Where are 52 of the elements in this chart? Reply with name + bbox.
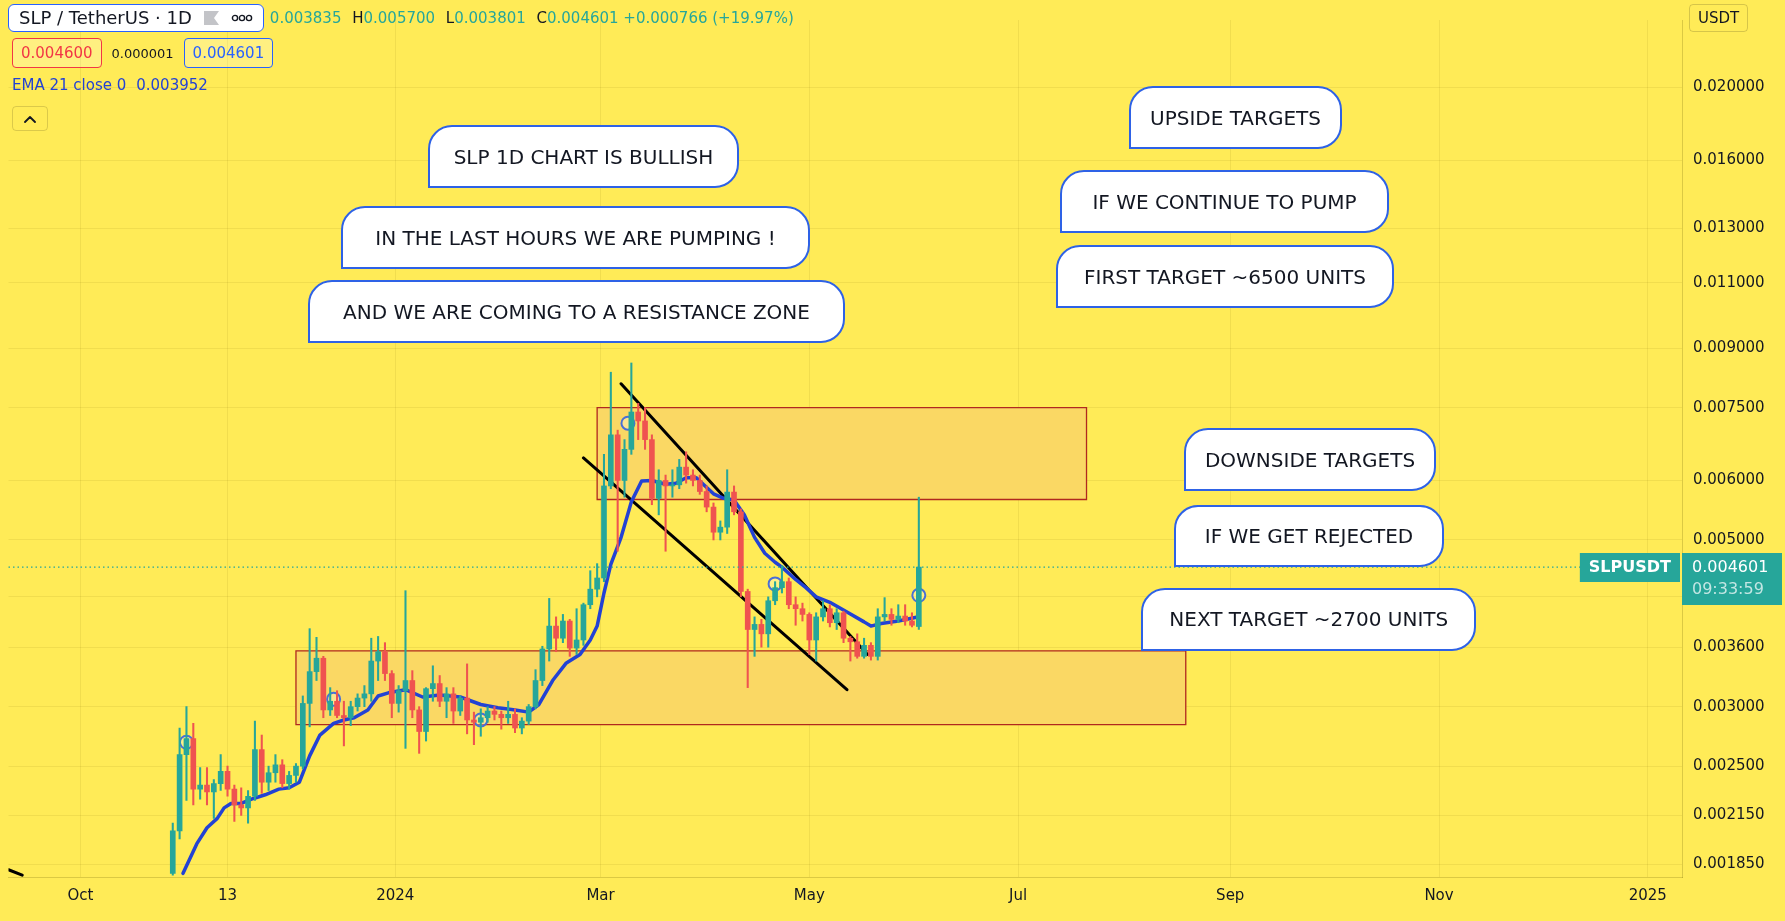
speech-bubble: DOWNSIDE TARGETS: [1184, 428, 1436, 491]
y-tick-label: 0.007500: [1693, 397, 1765, 416]
text: EMA 21 close 0: [12, 76, 127, 94]
annotation: FIRST TARGET ~6500 UNITS: [1084, 264, 1366, 289]
y-axis-title: USDT: [1689, 4, 1749, 32]
annotation: 0.004601: [183, 38, 274, 68]
y-tick-label: 0.006000: [1693, 470, 1765, 489]
annotation: AND WE ARE COMING TO A RESISTANCE ZONE: [343, 299, 810, 324]
annotation: 0.003835 H0.005700 L0.003801 C0.004601 +0.000766 (+19.97%): [269, 8, 794, 27]
ref-line-label: SLPUSDT: [1588, 556, 1672, 576]
speech-bubble: NEXT TARGET ~2700 UNITS: [1141, 587, 1477, 651]
speech-bubble: UPSIDE TARGETS: [1129, 86, 1342, 149]
annotation: DOWNSIDE TARGETS: [1204, 447, 1416, 472]
y-tick-label: 0.011000: [1693, 272, 1765, 291]
x-tick-label: 13: [217, 885, 238, 904]
annotation: IN THE LAST HOURS WE ARE PUMPING !: [375, 225, 776, 250]
annotation: IF WE CONTINUE TO PUMP: [1092, 189, 1357, 214]
y-tick-label: 0.003000: [1693, 696, 1765, 715]
y-tick-label: 0.009000: [1693, 338, 1765, 357]
chart-title: SLP / TetherUS · 1D: [19, 7, 192, 28]
annotation: 0.004600: [12, 38, 102, 68]
y-tick-label: 0.016000: [1693, 150, 1765, 169]
x-tick-label: Sep: [1216, 885, 1245, 904]
annotation: 0.000001: [111, 45, 174, 61]
x-tick-label: Oct: [67, 885, 94, 904]
speech-bubble: IN THE LAST HOURS WE ARE PUMPING !: [341, 206, 810, 269]
annotation: SLP 1D CHART IS BULLISH: [453, 144, 714, 169]
annotation: IF WE GET REJECTED: [1204, 524, 1414, 548]
x-tick-label: 2025: [1628, 885, 1667, 904]
annotation: UPSIDE TARGETS: [1150, 105, 1321, 130]
x-tick-label: 2024: [376, 885, 415, 904]
text: 09:33:59: [1692, 579, 1764, 599]
text: 0.004601: [1692, 556, 1769, 576]
y-tick-label: 0.005000: [1693, 529, 1765, 548]
x-tick-label: Jul: [1008, 885, 1028, 904]
speech-bubble: SLP 1D CHART IS BULLISH: [428, 125, 739, 188]
speech-bubble: IF WE CONTINUE TO PUMP: [1060, 170, 1389, 233]
y-tick-label: 0.001850: [1693, 854, 1765, 873]
y-tick-label: 0.020000: [1693, 77, 1765, 96]
x-tick-label: May: [793, 885, 825, 904]
y-tick-label: 0.013000: [1693, 218, 1765, 237]
y-tick-label: 0.002150: [1693, 805, 1765, 824]
title-box: SLP / TetherUS · 1D: [8, 3, 264, 32]
y-tick-label: 0.003600: [1693, 637, 1765, 656]
y-tick-label: 0.002500: [1693, 756, 1765, 775]
x-tick-label: Nov: [1424, 885, 1454, 904]
speech-bubble: AND WE ARE COMING TO A RESISTANCE ZONE: [308, 280, 845, 343]
annotation: NEXT TARGET ~2700 UNITS: [1169, 607, 1449, 632]
x-tick-label: Mar: [586, 885, 616, 904]
speech-bubble: FIRST TARGET ~6500 UNITS: [1056, 245, 1394, 308]
annotation: 0.003952: [136, 76, 208, 94]
speech-bubble: IF WE GET REJECTED: [1174, 505, 1444, 567]
